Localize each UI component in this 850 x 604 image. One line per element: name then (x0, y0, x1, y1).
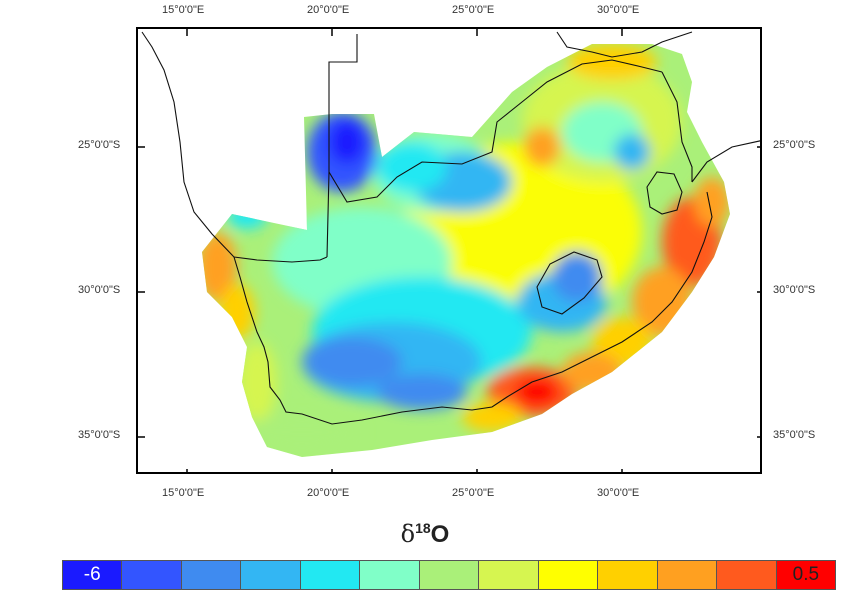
top-tick-label-15e: 15°0'0"E (162, 4, 205, 16)
right-tick-label-25s: 25°0'0"S (773, 139, 816, 151)
legend-min-label: -6 (83, 564, 101, 585)
top-tick-label-30e: 30°0'0"E (597, 4, 640, 16)
legend-swatch (657, 561, 717, 589)
legend-swatch (241, 561, 300, 589)
legend-swatch: -6 (63, 561, 122, 589)
left-tick-label-35s: 35°0'0"S (78, 429, 121, 441)
top-tick-label-20e: 20°0'0"E (307, 4, 350, 16)
legend-swatch (479, 561, 538, 589)
map-frame (136, 27, 762, 474)
legend-swatch (717, 561, 776, 589)
legend-swatch (181, 561, 241, 589)
left-tick-label-30s: 30°0'0"S (78, 284, 121, 296)
bottom-tick-label-25e: 25°0'0"E (452, 487, 495, 499)
legend-title-superscript: 18 (415, 520, 431, 536)
country-borders (141, 31, 760, 425)
legend-max-label: 0.5 (792, 564, 820, 585)
isotope-map (138, 29, 760, 472)
top-tick-label-25e: 25°0'0"E (452, 4, 495, 16)
map-tick-marks (138, 29, 760, 472)
legend-swatch (122, 561, 181, 589)
legend-swatch: 0.5 (776, 561, 836, 589)
legend-swatch (598, 561, 657, 589)
legend-swatch (419, 561, 479, 589)
legend-title-element: O (430, 521, 450, 548)
legend-swatch (538, 561, 598, 589)
legend-title: δ18O (0, 520, 850, 549)
bottom-tick-label-15e: 15°0'0"E (162, 487, 205, 499)
right-tick-label-30s: 30°0'0"S (773, 284, 816, 296)
right-tick-label-35s: 35°0'0"S (773, 429, 816, 441)
bottom-tick-label-20e: 20°0'0"E (307, 487, 350, 499)
legend-title-symbol: δ (400, 520, 416, 548)
legend-swatch (360, 561, 419, 589)
legend-swatch (300, 561, 360, 589)
legend-colorbar: -6 0.5 (62, 560, 836, 590)
bottom-tick-label-30e: 30°0'0"E (597, 487, 640, 499)
left-tick-label-25s: 25°0'0"S (78, 139, 121, 151)
